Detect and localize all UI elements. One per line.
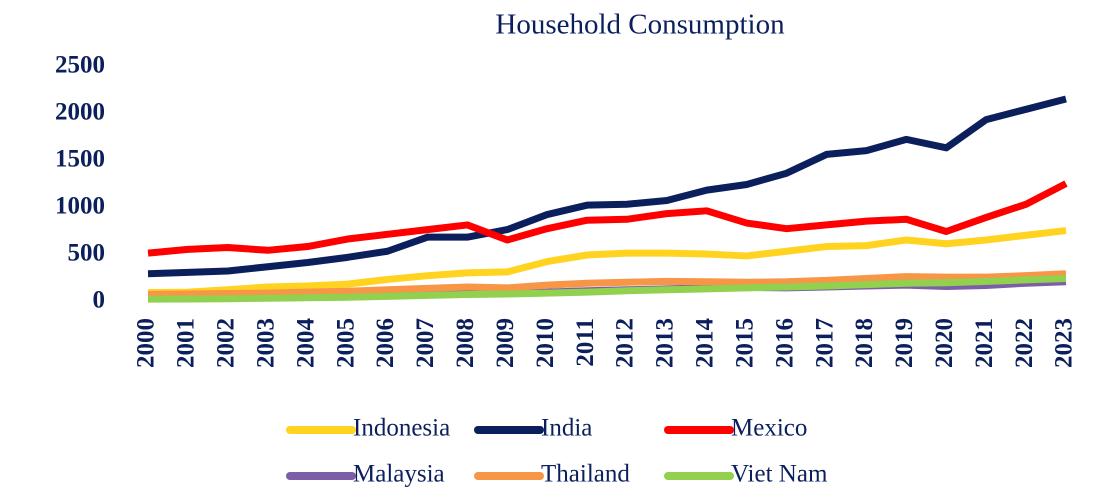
x-tick-label: 2009 — [492, 318, 519, 368]
x-tick-label: 2008 — [452, 318, 479, 368]
legend-label: India — [541, 415, 592, 442]
legend-label: Indonesia — [353, 415, 450, 442]
y-tick-label: 500 — [68, 240, 106, 267]
x-tick-label: 2007 — [412, 318, 439, 368]
x-tick-label: 2022 — [1011, 318, 1038, 368]
chart-title: Household Consumption — [495, 9, 785, 41]
x-tick-label: 2021 — [971, 318, 998, 368]
x-tick-label: 2018 — [851, 318, 878, 368]
legend-label: Malaysia — [353, 461, 445, 488]
x-tick-label: 2011 — [572, 318, 599, 367]
x-tick-label: 2023 — [1051, 318, 1078, 368]
x-tick-label: 2006 — [372, 318, 399, 368]
x-tick-label: 2001 — [173, 318, 200, 368]
x-tick-label: 2010 — [532, 318, 559, 368]
x-tick-label: 2005 — [332, 318, 359, 368]
x-tick-label: 2020 — [931, 318, 958, 368]
series-line — [147, 270, 1067, 298]
series-line — [147, 227, 1067, 297]
legend-label: Thailand — [541, 461, 630, 488]
y-tick-label: 2000 — [55, 99, 105, 126]
x-tick-label: 2000 — [133, 318, 160, 368]
x-tick-label: 2012 — [612, 318, 639, 368]
x-tick-label: 2016 — [771, 318, 798, 368]
x-tick-label: 2002 — [213, 318, 240, 368]
x-tick-label: 2013 — [652, 318, 679, 368]
x-tick-label: 2015 — [731, 318, 758, 368]
series-line — [147, 95, 1067, 278]
x-tick-label: 2003 — [252, 318, 279, 368]
legend-label: Viet Nam — [731, 461, 828, 488]
x-tick-label: 2019 — [891, 318, 918, 368]
y-tick-label: 1500 — [55, 146, 105, 173]
y-tick-label: 0 — [93, 287, 106, 314]
y-tick-label: 1000 — [55, 193, 105, 220]
legend-label: Mexico — [731, 415, 807, 442]
x-tick-label: 2017 — [811, 318, 838, 368]
y-tick-label: 2500 — [55, 52, 105, 79]
series-line — [147, 180, 1068, 257]
x-tick-label: 2004 — [292, 318, 319, 369]
x-tick-label: 2014 — [692, 318, 719, 369]
series-line — [147, 275, 1067, 303]
